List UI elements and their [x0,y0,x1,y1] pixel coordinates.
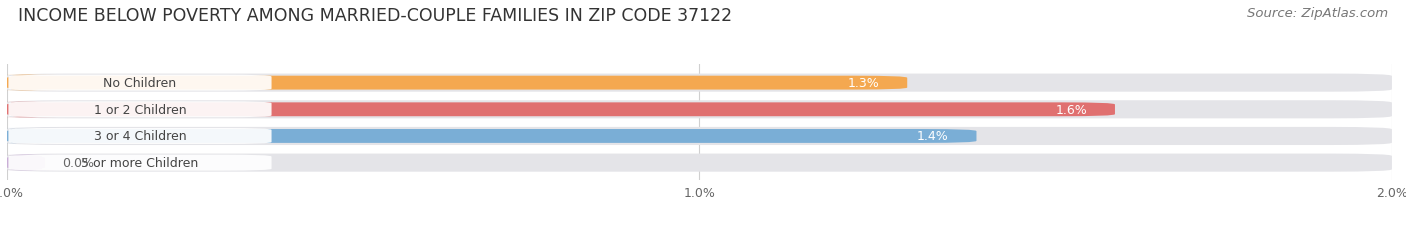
FancyBboxPatch shape [7,74,1392,92]
FancyBboxPatch shape [7,76,907,90]
FancyBboxPatch shape [7,101,1392,119]
Text: 0.0%: 0.0% [62,156,94,169]
FancyBboxPatch shape [8,75,271,91]
FancyBboxPatch shape [0,156,60,170]
Text: INCOME BELOW POVERTY AMONG MARRIED-COUPLE FAMILIES IN ZIP CODE 37122: INCOME BELOW POVERTY AMONG MARRIED-COUPL… [18,7,733,25]
FancyBboxPatch shape [7,129,976,143]
Text: Source: ZipAtlas.com: Source: ZipAtlas.com [1247,7,1388,20]
FancyBboxPatch shape [0,155,59,171]
Text: 1.3%: 1.3% [848,77,880,90]
FancyBboxPatch shape [8,102,271,118]
Text: No Children: No Children [104,77,177,90]
Text: 1.4%: 1.4% [917,130,949,143]
FancyBboxPatch shape [0,75,59,91]
FancyBboxPatch shape [7,127,1392,145]
Text: 5 or more Children: 5 or more Children [82,156,198,169]
Text: 1 or 2 Children: 1 or 2 Children [94,103,186,116]
FancyBboxPatch shape [0,128,59,144]
FancyBboxPatch shape [7,154,1392,172]
Text: 1.6%: 1.6% [1056,103,1087,116]
FancyBboxPatch shape [7,103,1115,117]
FancyBboxPatch shape [0,102,59,118]
FancyBboxPatch shape [8,128,271,144]
Text: 3 or 4 Children: 3 or 4 Children [94,130,186,143]
FancyBboxPatch shape [8,155,271,171]
